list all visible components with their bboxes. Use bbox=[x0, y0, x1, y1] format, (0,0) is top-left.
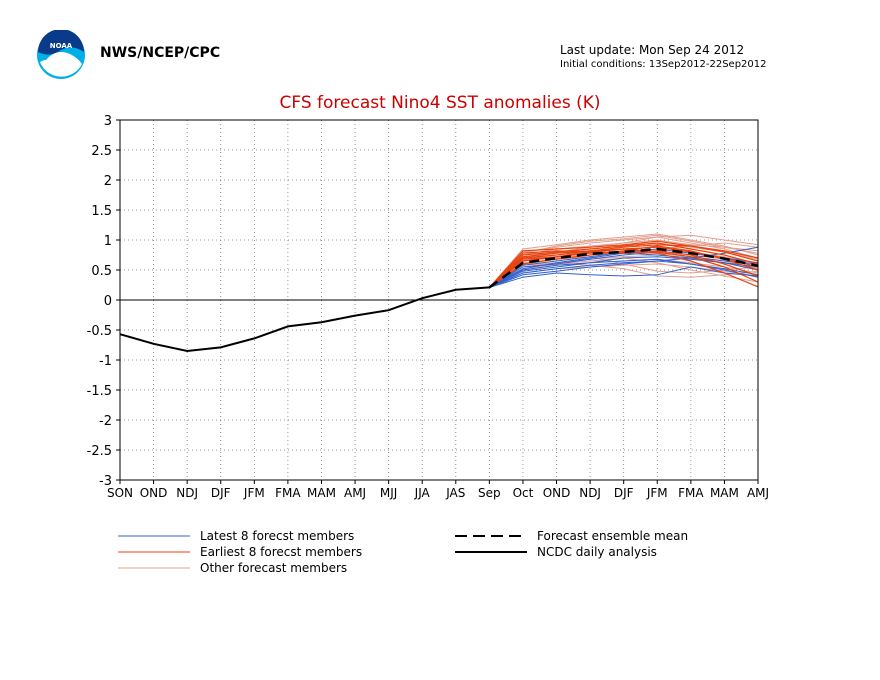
x-tick-label: Oct bbox=[513, 486, 534, 500]
x-tick-label: FMA bbox=[275, 486, 301, 500]
x-tick-label: MAM bbox=[307, 486, 336, 500]
y-tick-label: -2.5 bbox=[87, 444, 112, 459]
member-line-earliest bbox=[488, 240, 759, 288]
y-axis: 3 2.5 2 1.5 1 0.5 0 -0.5 -1 -1.5 -2 -2.5 -3 bbox=[87, 114, 120, 489]
x-tick-label: NDJ bbox=[176, 486, 198, 500]
member-line-earliest bbox=[488, 242, 759, 288]
member-line-latest bbox=[489, 260, 759, 288]
legend-label: Other forecast members bbox=[200, 561, 347, 575]
last-update-text: Last update: Mon Sep 24 2012 bbox=[560, 43, 745, 57]
legend: Latest 8 forecst members Earliest 8 forec… bbox=[118, 529, 688, 575]
x-tick-label: MAM bbox=[710, 486, 739, 500]
y-tick-label: 2 bbox=[104, 174, 112, 189]
y-tick-label: 3 bbox=[104, 114, 112, 129]
member-line-latest bbox=[489, 251, 759, 288]
x-tick-label: JFM bbox=[243, 486, 265, 500]
x-tick-label: DJF bbox=[614, 486, 634, 500]
legend-label: Forecast ensemble mean bbox=[537, 529, 688, 543]
x-axis: SON OND NDJ DJF JFM FMA MAM AMJ MJJ JJA JAS Sep Oct O… bbox=[107, 480, 769, 500]
x-tick-label: JAS bbox=[445, 486, 465, 500]
y-tick-label: 0 bbox=[104, 294, 112, 309]
legend-label: NCDC daily analysis bbox=[537, 545, 657, 559]
x-tick-label: Sep bbox=[478, 486, 501, 500]
initial-conditions-text: Initial conditions: 13Sep2012-22Sep2012 bbox=[560, 59, 767, 70]
logo-text: NOAA bbox=[50, 42, 73, 50]
y-tick-label: 1.5 bbox=[91, 204, 112, 219]
series-line-mean bbox=[488, 247, 759, 289]
agency-label: NWS/NCEP/CPC bbox=[100, 45, 221, 61]
x-tick-label: MJJ bbox=[380, 486, 397, 500]
member-line-earliest bbox=[488, 248, 759, 288]
y-tick-label: 0.5 bbox=[91, 264, 112, 279]
x-tick-label: FMA bbox=[678, 486, 704, 500]
y-tick-label: -3 bbox=[99, 474, 112, 489]
member-line-latest bbox=[489, 258, 759, 288]
y-tick-label: -1.5 bbox=[87, 384, 112, 399]
legend-label: Latest 8 forecst members bbox=[200, 529, 354, 543]
member-line-earliest bbox=[488, 250, 759, 288]
y-tick-label: -2 bbox=[99, 414, 112, 429]
x-tick-label: JFM bbox=[646, 486, 668, 500]
x-tick-label: SON bbox=[107, 486, 133, 500]
chart-title: CFS forecast Nino4 SST anomalies (K) bbox=[279, 93, 600, 113]
x-tick-label: NDJ bbox=[579, 486, 601, 500]
member-line-other bbox=[489, 262, 759, 288]
noaa-logo: NOAA bbox=[37, 30, 85, 79]
y-tick-label: -0.5 bbox=[87, 324, 112, 339]
member-line-earliest bbox=[489, 244, 759, 288]
y-tick-label: 2.5 bbox=[91, 144, 112, 159]
member-line-latest bbox=[489, 246, 759, 288]
x-tick-label: AMJ bbox=[344, 486, 366, 500]
legend-label: Earliest 8 forecst members bbox=[200, 545, 362, 559]
series-line-analysis bbox=[119, 286, 490, 353]
x-tick-label: OND bbox=[140, 486, 168, 500]
y-tick-label: -1 bbox=[99, 354, 112, 369]
member-line-earliest bbox=[489, 251, 759, 288]
forecast-members bbox=[488, 233, 759, 288]
ncdc-analysis bbox=[119, 286, 490, 353]
member-line-latest bbox=[489, 266, 759, 288]
x-tick-label: JJA bbox=[414, 486, 431, 500]
x-tick-label: DJF bbox=[211, 486, 231, 500]
x-tick-label: OND bbox=[543, 486, 571, 500]
ensemble-mean bbox=[488, 247, 759, 289]
x-tick-label: AMJ bbox=[747, 486, 769, 500]
y-tick-label: 1 bbox=[104, 234, 112, 249]
